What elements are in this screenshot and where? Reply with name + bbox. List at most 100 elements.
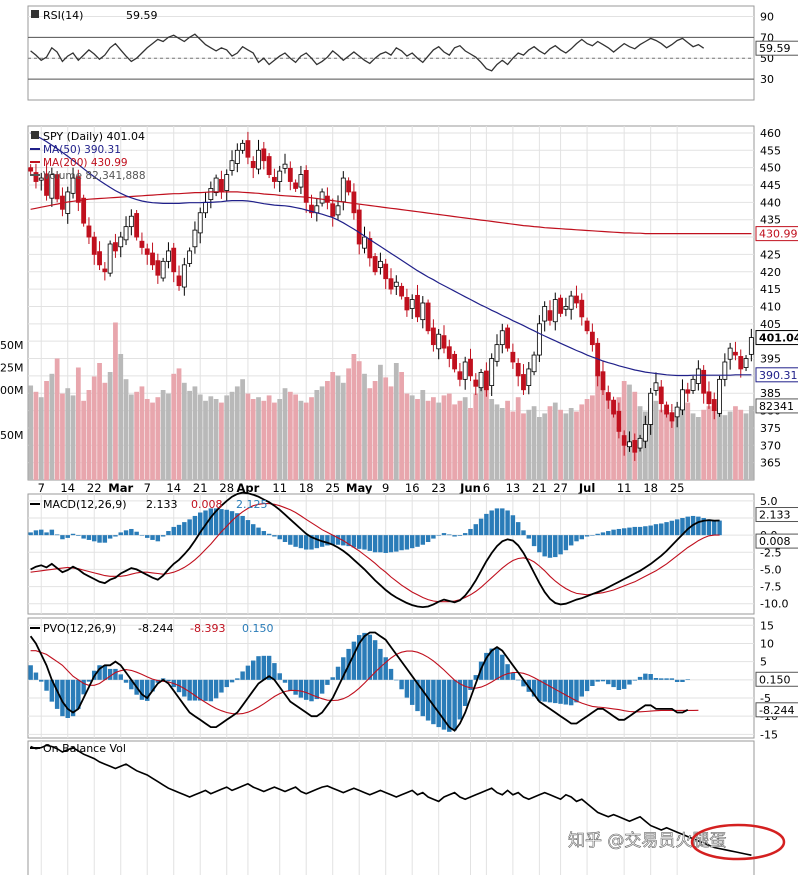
pvo-histogram-bar bbox=[590, 679, 595, 686]
x-axis-label: 18 bbox=[299, 481, 314, 495]
pvo-histogram-bar bbox=[224, 679, 229, 688]
price-tick-label: 410 bbox=[760, 300, 781, 313]
volume-bar bbox=[505, 400, 510, 480]
rsi-tick-label: 30 bbox=[760, 73, 774, 86]
x-axis-label: May bbox=[346, 481, 373, 495]
macd-label-value: 2.125 bbox=[236, 498, 268, 511]
macd-histogram-bar bbox=[282, 535, 288, 542]
x-axis-label: 21 bbox=[193, 481, 208, 495]
candle-body bbox=[86, 225, 92, 238]
macd-histogram-bar bbox=[484, 513, 489, 536]
candle-body bbox=[187, 250, 193, 264]
candle-body bbox=[38, 177, 44, 181]
macd-histogram-bar bbox=[86, 535, 92, 540]
volume-bar bbox=[118, 354, 124, 480]
volume-bar bbox=[738, 409, 744, 480]
candle-body bbox=[171, 247, 177, 273]
pvo-histogram-bar bbox=[674, 679, 680, 682]
x-axis-label: 14 bbox=[166, 481, 181, 495]
pvo-histogram-bar bbox=[54, 679, 60, 709]
candle-body bbox=[54, 174, 60, 200]
candle-body bbox=[478, 372, 484, 389]
macd-histogram-bar bbox=[579, 535, 584, 540]
candle-body bbox=[33, 172, 39, 182]
candle-body bbox=[256, 149, 261, 170]
macd-histogram-bar bbox=[335, 535, 341, 545]
volume-bar bbox=[409, 395, 415, 480]
macd-histogram-bar bbox=[272, 535, 277, 537]
volume-tick-label: 25M bbox=[0, 362, 24, 375]
volume-bar bbox=[441, 395, 447, 480]
pvo-histogram-bar bbox=[399, 679, 404, 690]
pvo-histogram-bar bbox=[335, 666, 341, 680]
candle-body bbox=[420, 302, 426, 321]
pvo-histogram-bar bbox=[166, 679, 171, 682]
price-tick-label: 460 bbox=[760, 127, 781, 140]
macd-histogram-bar bbox=[526, 535, 532, 539]
macd-histogram-bar bbox=[425, 535, 431, 542]
macd-histogram-bar bbox=[166, 531, 171, 536]
macd-histogram-bar bbox=[664, 522, 669, 536]
pvo-histogram-bar bbox=[521, 679, 526, 687]
volume-bar bbox=[91, 376, 97, 480]
pvo-histogram-bar bbox=[653, 678, 659, 680]
pvo-value-tag-1: -8.244 bbox=[759, 704, 794, 717]
pvo-histogram-bar bbox=[669, 678, 675, 680]
volume-bar bbox=[28, 385, 34, 480]
x-axis-label: 23 bbox=[431, 481, 446, 495]
volume-bar bbox=[436, 402, 442, 480]
rsi-panel bbox=[27, 5, 755, 101]
candle-body bbox=[351, 191, 357, 214]
candle-body bbox=[616, 410, 622, 432]
candle-body bbox=[319, 191, 325, 204]
volume-bar bbox=[489, 399, 495, 480]
volume-bar bbox=[378, 364, 383, 480]
candle-body bbox=[404, 297, 410, 311]
volume-bar bbox=[589, 395, 595, 480]
macd-histogram-bar bbox=[696, 516, 701, 536]
macd-histogram-bar bbox=[500, 508, 505, 536]
candle-body bbox=[627, 441, 632, 448]
candle-body bbox=[346, 180, 352, 193]
candle-body bbox=[738, 356, 744, 370]
pvo-histogram-bar bbox=[145, 679, 150, 701]
macd-histogram-bar bbox=[659, 523, 664, 536]
pvo-histogram-bar bbox=[600, 679, 606, 682]
volume-bar bbox=[574, 411, 579, 480]
price-tick-label: 450 bbox=[760, 162, 781, 175]
price-value-tag-0-box bbox=[755, 226, 798, 242]
pvo-histogram-bar bbox=[367, 634, 373, 680]
pvo-histogram-bar bbox=[606, 679, 611, 685]
macd-histogram-bar bbox=[505, 510, 510, 536]
price-tick-label: 445 bbox=[760, 179, 781, 192]
volume-bar bbox=[478, 381, 484, 480]
macd-histogram-bar bbox=[606, 531, 611, 536]
macd-histogram-bar bbox=[531, 535, 537, 547]
macd-label-title: MACD(12,26,9) bbox=[43, 498, 127, 511]
macd-histogram-bar bbox=[521, 530, 526, 536]
macd-histogram-bar bbox=[192, 515, 198, 536]
candle-body bbox=[415, 294, 420, 318]
candle-body bbox=[298, 174, 304, 188]
macd-label-value: 0.008 bbox=[191, 498, 223, 511]
candle-body bbox=[436, 333, 442, 350]
candle-body bbox=[118, 236, 124, 248]
pvo-histogram-bar bbox=[33, 672, 39, 680]
macd-histogram-bar bbox=[346, 535, 351, 547]
pvo-histogram-bar bbox=[203, 679, 208, 701]
volume-bar bbox=[521, 413, 526, 480]
pvo-label-title: PVO(12,26,9) bbox=[43, 622, 116, 635]
macd-histogram-bar bbox=[436, 535, 441, 536]
pvo-histogram-bar bbox=[314, 679, 320, 700]
volume-bar bbox=[160, 390, 166, 480]
candle-body bbox=[340, 177, 346, 203]
pvo-value-tag-1-box bbox=[755, 702, 798, 718]
volume-bar bbox=[605, 393, 611, 480]
volume-bar bbox=[674, 409, 680, 480]
volume-bar bbox=[664, 413, 669, 480]
macd-histogram-bar bbox=[457, 535, 463, 536]
price-tick-label: 375 bbox=[760, 422, 781, 435]
candle-body bbox=[192, 229, 198, 248]
volume-bar bbox=[669, 417, 675, 480]
macd-histogram-bar bbox=[409, 535, 415, 549]
